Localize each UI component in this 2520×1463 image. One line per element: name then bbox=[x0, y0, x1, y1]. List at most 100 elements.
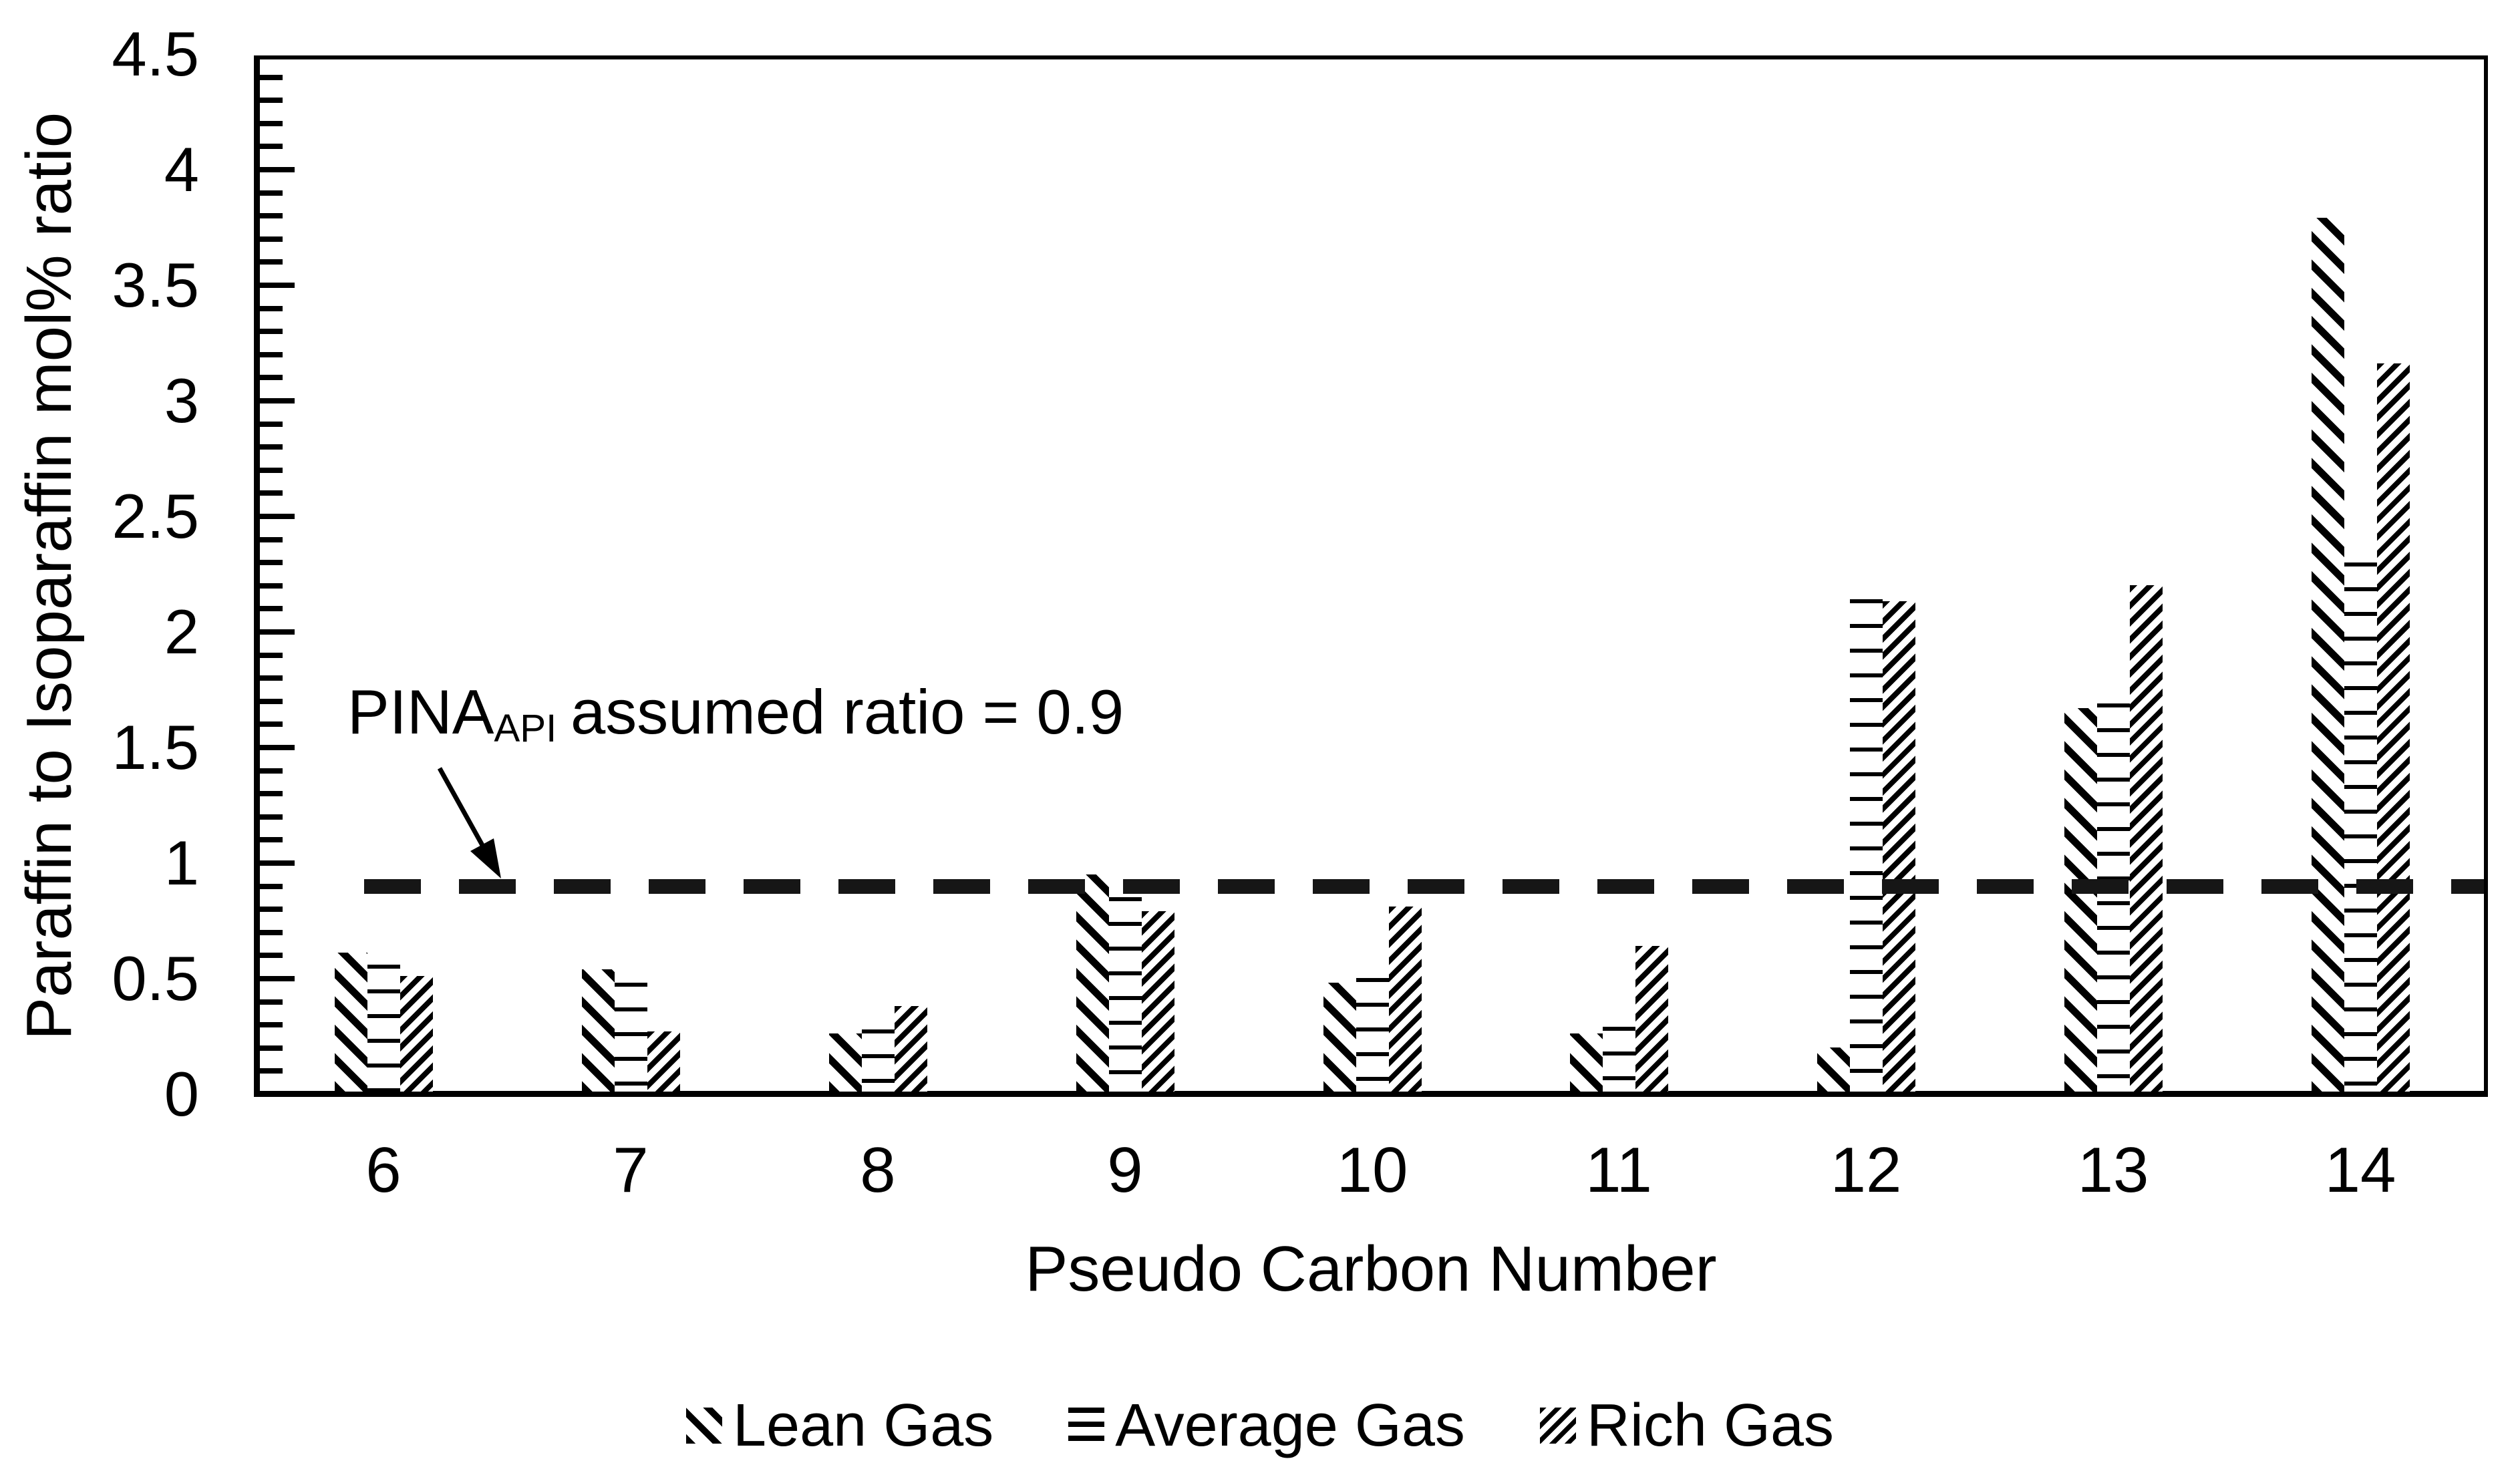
y-axis-minor-tick bbox=[260, 837, 283, 842]
y-axis-minor-tick bbox=[260, 144, 283, 149]
bar-rich-gas-9 bbox=[1141, 911, 1174, 1092]
y-axis-tick-label: 0.5 bbox=[112, 943, 199, 1013]
y-axis-minor-tick bbox=[260, 352, 283, 357]
y-axis-minor-tick bbox=[260, 259, 283, 265]
x-axis-tick-label: 9 bbox=[1107, 1134, 1143, 1206]
bar-rich-gas-8 bbox=[894, 1006, 927, 1092]
y-axis-major-tick bbox=[260, 514, 295, 519]
y-axis-minor-tick bbox=[260, 537, 283, 542]
legend-label: Average Gas bbox=[1115, 1392, 1465, 1459]
y-axis-minor-tick bbox=[260, 560, 283, 565]
legend-label: Lean Gas bbox=[732, 1392, 994, 1459]
annotation-text-rest: assumed ratio = 0.9 bbox=[571, 677, 1124, 747]
y-axis-tick-label: 3.5 bbox=[112, 250, 199, 320]
bar-group-13 bbox=[1990, 59, 2237, 1092]
x-axis-tick-label: 11 bbox=[1585, 1134, 1652, 1206]
bar-lean-gas-14 bbox=[2311, 218, 2344, 1092]
annotation-pina: PINAAPI assumed ratio = 0.9 bbox=[347, 679, 1124, 754]
y-axis-minor-tick bbox=[260, 699, 283, 704]
y-axis-minor-tick bbox=[260, 930, 283, 935]
y-axis-minor-tick bbox=[260, 583, 283, 589]
legend-item-rich-gas: Rich Gas bbox=[1539, 1392, 1834, 1460]
bar-average-gas-12 bbox=[1849, 599, 1883, 1092]
y-axis-minor-tick bbox=[260, 306, 283, 311]
x-axis-tick-label: 12 bbox=[1830, 1134, 1902, 1206]
y-axis-major-tick bbox=[260, 283, 295, 288]
bar-average-gas-13 bbox=[2096, 703, 2130, 1092]
bar-rich-gas-13 bbox=[2129, 585, 2163, 1092]
y-axis-minor-tick bbox=[260, 675, 283, 681]
annotation-text-subscript: API bbox=[494, 706, 557, 750]
y-axis-minor-tick bbox=[260, 653, 283, 658]
bar-average-gas-9 bbox=[1108, 897, 1142, 1092]
bar-lean-gas-13 bbox=[2064, 708, 2097, 1092]
bar-rich-gas-14 bbox=[2376, 363, 2410, 1092]
y-axis-tick-label: 1 bbox=[164, 828, 199, 898]
y-axis-minor-tick bbox=[260, 236, 283, 242]
bar-average-gas-6 bbox=[367, 965, 400, 1092]
y-axis-tick-label: 3 bbox=[164, 365, 199, 436]
y-axis-minor-tick bbox=[260, 444, 283, 450]
x-axis-tick-label: 13 bbox=[2077, 1134, 2149, 1206]
bar-lean-gas-9 bbox=[1076, 874, 1109, 1092]
bar-group-11 bbox=[1495, 59, 1742, 1092]
y-axis-minor-tick bbox=[260, 721, 283, 727]
bar-lean-gas-7 bbox=[581, 969, 615, 1092]
y-axis-tick-label: 4 bbox=[164, 134, 199, 204]
bar-lean-gas-12 bbox=[1817, 1047, 1850, 1092]
legend-swatch-diagonal-up-icon bbox=[1539, 1408, 1576, 1444]
y-axis-minor-tick bbox=[260, 1045, 283, 1051]
y-axis-minor-tick bbox=[260, 468, 283, 473]
y-axis-major-tick bbox=[260, 398, 295, 403]
bar-average-gas-10 bbox=[1356, 978, 1389, 1092]
bar-group-6 bbox=[260, 59, 507, 1092]
annotation-arrow-icon bbox=[437, 767, 501, 878]
bar-group-9 bbox=[1001, 59, 1249, 1092]
bar-lean-gas-11 bbox=[1569, 1033, 1603, 1092]
bar-rich-gas-12 bbox=[1882, 601, 1915, 1092]
y-axis-minor-tick bbox=[260, 814, 283, 820]
y-axis-tick-label: 1.5 bbox=[112, 712, 199, 782]
y-axis-minor-tick bbox=[260, 190, 283, 196]
bar-average-gas-8 bbox=[861, 1029, 895, 1092]
bar-rich-gas-11 bbox=[1635, 946, 1668, 1092]
y-axis-minor-tick bbox=[260, 121, 283, 126]
y-axis-tick-label: 0 bbox=[164, 1059, 199, 1129]
x-axis-tick-label: 6 bbox=[365, 1134, 402, 1206]
bar-group-8 bbox=[754, 59, 1001, 1092]
legend-swatch-horizontal-icon bbox=[1068, 1408, 1105, 1444]
bar-lean-gas-10 bbox=[1323, 983, 1356, 1092]
legend-item-lean-gas: Lean Gas bbox=[685, 1392, 994, 1460]
y-axis-minor-tick bbox=[260, 75, 283, 80]
y-axis-major-tick bbox=[260, 629, 295, 635]
y-axis-minor-tick bbox=[260, 999, 283, 1005]
bar-lean-gas-8 bbox=[828, 1033, 862, 1092]
legend-swatch-diagonal-down-icon bbox=[685, 1408, 722, 1444]
bar-rich-gas-10 bbox=[1388, 907, 1422, 1092]
y-axis-minor-tick bbox=[260, 422, 283, 427]
y-axis-minor-tick bbox=[260, 98, 283, 103]
bar-rich-gas-7 bbox=[647, 1031, 680, 1092]
bar-average-gas-14 bbox=[2344, 562, 2377, 1092]
y-axis-minor-tick bbox=[260, 953, 283, 958]
y-axis-tick-label: 4.5 bbox=[112, 19, 199, 89]
bar-group-7 bbox=[507, 59, 754, 1092]
y-axis-minor-tick bbox=[260, 490, 283, 496]
y-axis-major-tick bbox=[260, 860, 295, 866]
y-axis-tick-label: 2.5 bbox=[112, 481, 199, 551]
bar-group-14 bbox=[2237, 59, 2484, 1092]
y-axis-major-tick bbox=[260, 167, 295, 172]
y-axis-minor-tick bbox=[260, 329, 283, 334]
y-axis-minor-tick bbox=[260, 791, 283, 796]
x-axis-tick-label: 8 bbox=[860, 1134, 896, 1206]
bar-rich-gas-6 bbox=[400, 976, 433, 1092]
bar-average-gas-11 bbox=[1602, 1027, 1635, 1092]
x-axis-tick-label: 14 bbox=[2324, 1134, 2396, 1206]
y-axis-minor-tick bbox=[260, 907, 283, 912]
y-axis-minor-tick bbox=[260, 884, 283, 889]
legend-item-average-gas: Average Gas bbox=[1068, 1392, 1465, 1460]
bar-average-gas-7 bbox=[614, 983, 647, 1092]
y-axis-major-tick bbox=[260, 976, 295, 981]
y-axis-minor-tick bbox=[260, 213, 283, 218]
y-axis-minor-tick bbox=[260, 768, 283, 774]
